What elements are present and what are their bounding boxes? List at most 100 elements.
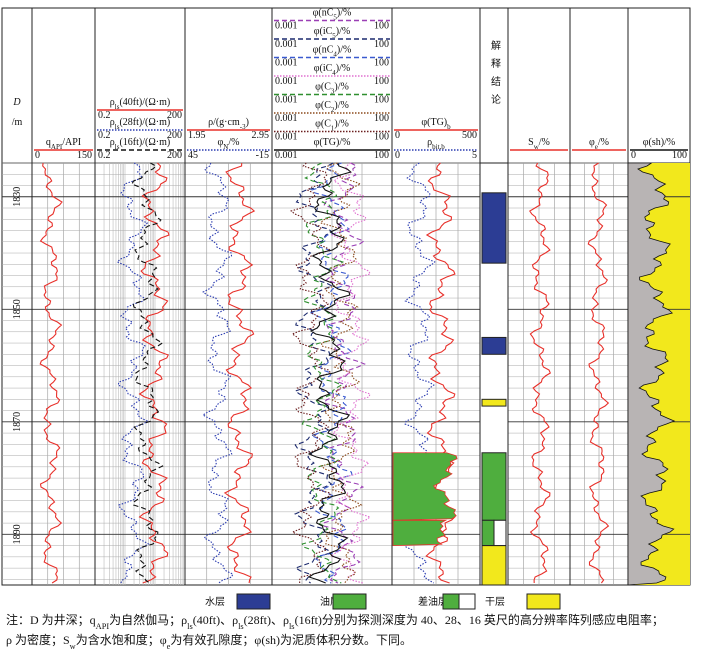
- curve-header-label-part: φ(TG)/%: [314, 137, 351, 148]
- scale-right: 100: [374, 113, 389, 124]
- note-line-part: 为有效孔隙度；φ(sh)为泥质体积分数。下同。: [170, 632, 412, 647]
- legend-label: 差油层: [418, 595, 448, 608]
- curve-header-label-part: φ(C: [315, 100, 331, 111]
- scale-left: 0: [395, 130, 400, 141]
- note-line-part: API: [96, 622, 110, 631]
- curve-header-label: ρls(28ft)/(Ω·m): [110, 117, 170, 131]
- note-line-part: (40ft)、ρ: [193, 613, 238, 627]
- curve-header-label-part: 5: [332, 32, 336, 40]
- scale-left: 0.001: [275, 132, 298, 143]
- curve-header-label-part: ρ: [110, 137, 115, 148]
- curve-header-label: φ(TG)/%: [314, 137, 351, 148]
- legend-swatch: [442, 593, 460, 610]
- legend-swatch: [458, 593, 476, 610]
- note-line-part: 注：D 为井深；q: [6, 612, 96, 627]
- scale-left: 0.2: [98, 110, 111, 121]
- log-curve-sketch: [587, 162, 610, 584]
- curve-header-label-part: bit,b: [432, 143, 445, 151]
- curve-header-label-part: ρ: [110, 97, 115, 108]
- curve-header-label-part: 4: [333, 51, 337, 59]
- scale-left: 0.2: [98, 150, 111, 161]
- curve-header-label-part: )/%: [334, 119, 348, 130]
- scale-right: 500: [462, 130, 477, 141]
- log-curve-sketch: [301, 162, 345, 584]
- curve-header-label-part: ρ: [427, 137, 432, 148]
- log-curve-sketch: [309, 162, 353, 584]
- scale-right: 150: [77, 150, 92, 161]
- scale-right: 200: [167, 150, 182, 161]
- curve-header-label-part: φ(TG): [421, 117, 447, 128]
- log-curve-sketch: [319, 162, 363, 584]
- curve-header-label-part: 1: [331, 125, 335, 133]
- curve-header-label-part: ): [246, 117, 249, 128]
- curve-header-label: φ(C2)/%: [315, 100, 349, 114]
- scale-left: 1.95: [188, 130, 206, 141]
- log-curve-sketch: [322, 162, 366, 584]
- scale-right: 100: [374, 95, 389, 106]
- curve-header-label-part: )/%: [336, 63, 350, 74]
- depth-label-part: /m: [12, 117, 23, 128]
- curve-header-label-part: N: [223, 143, 228, 151]
- log-curve-sketch: [39, 162, 63, 584]
- log-curve-sketch: [201, 162, 234, 584]
- scale-left: 0.001: [275, 113, 298, 124]
- curve-header-label-part: 3: [331, 88, 335, 96]
- curve-header-label: φ(nC4)/%: [313, 45, 352, 59]
- log-curve-sketch: [131, 162, 164, 584]
- note-line-part: 为自然伽马；ρ: [109, 612, 187, 627]
- curve-header-label-part: S: [528, 137, 534, 148]
- scale-left: 0: [35, 150, 40, 161]
- depth-tick-label: 1850: [12, 299, 23, 319]
- curve-header-label: ρls(40ft)/(Ω·m): [110, 97, 170, 111]
- curve-header-label: Sw/%: [528, 137, 550, 151]
- depth-tick-label: 1890: [12, 524, 23, 544]
- log-curve-sketch: [529, 162, 551, 584]
- curve-header-label-part: )/%: [337, 45, 351, 56]
- curve-header-label-part: b: [447, 123, 451, 131]
- scale-left: 0.001: [275, 76, 298, 87]
- scale-left: 45: [188, 150, 198, 161]
- legend-swatch: [332, 593, 367, 610]
- curve-header-label-part: )/%: [336, 26, 350, 37]
- log-curve-sketch: [223, 162, 256, 584]
- scale-left: 0.001: [275, 21, 298, 32]
- curve-header-label: φe/%: [589, 137, 609, 151]
- curve-header-label-part: 4: [332, 69, 336, 77]
- curve-header-label-part: φ: [589, 137, 595, 148]
- scale-right: 5: [472, 150, 477, 161]
- legend-swatch: [526, 593, 561, 610]
- curve-header-label-part: /%: [598, 137, 609, 148]
- legend-swatch: [236, 593, 271, 610]
- interval: [481, 398, 507, 407]
- shale-volume-fill: [627, 162, 676, 586]
- legend-label: 水层: [205, 596, 225, 608]
- note-line-part: 为含水饱和度；φ: [76, 632, 167, 647]
- depth-tick-label: 1870: [12, 412, 23, 432]
- conclusion-title: 解释结论: [489, 39, 501, 112]
- curve-header-label-part: /API: [62, 137, 81, 148]
- curve-header-label-part: API: [51, 143, 63, 151]
- interval: [481, 452, 507, 521]
- scale-left: 0.001: [275, 95, 298, 106]
- curve-header-label-part: φ(nC: [313, 8, 334, 19]
- log-curve-sketch: [138, 162, 170, 584]
- legend-label: 干层: [485, 596, 505, 608]
- note-line-part: (28ft)、ρ: [244, 613, 289, 627]
- log-curve-sketch: [307, 162, 352, 584]
- curve-header-label: φ(TG)b: [421, 117, 451, 131]
- curve-header-label-part: )/%: [334, 100, 348, 111]
- curve-header-label-part: )/%: [334, 82, 348, 93]
- curve-header-label-part: ls: [115, 103, 120, 111]
- interval-half: [481, 519, 495, 547]
- curve-header-label: φ(iC4)/%: [314, 63, 351, 77]
- curve-header-label-part: φ(iC: [314, 26, 333, 37]
- interval-half: [493, 519, 507, 547]
- curve-header-label-part: ls: [115, 143, 120, 151]
- curve-header-label-part: ρ/(g·cm: [208, 117, 240, 128]
- scale-right: 100: [374, 150, 389, 161]
- curve-header-label: ρbit,b: [427, 137, 445, 151]
- interval: [481, 336, 507, 355]
- note-line-part: (16ft)分别为探测深度为 40、28、16 英尺的高分辨率阵列感应电阻率；: [295, 612, 664, 627]
- curve-header-label-part: (40ft)/(Ω·m): [119, 97, 170, 108]
